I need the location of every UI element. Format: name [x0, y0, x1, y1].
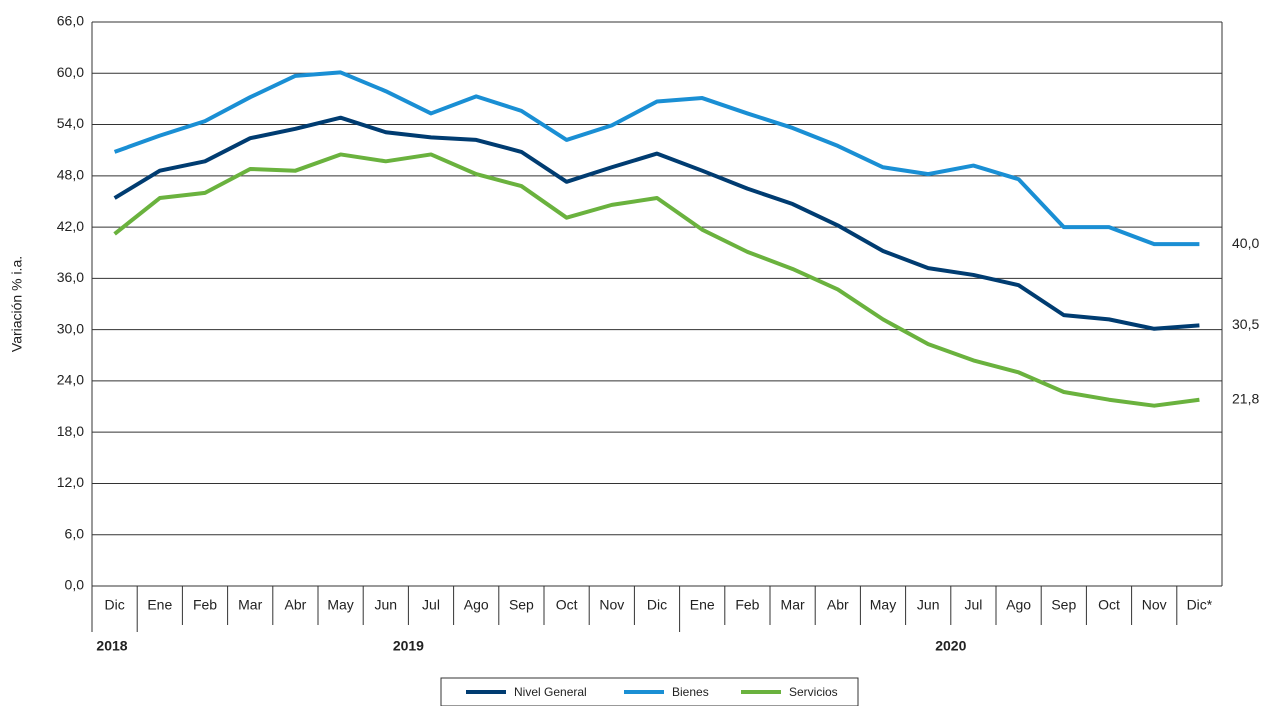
x-tick-label: Jul	[964, 597, 982, 613]
y-tick-label: 12,0	[57, 474, 84, 490]
y-tick-label: 30,0	[57, 320, 84, 336]
y-tick-label: 24,0	[57, 372, 84, 388]
y-tick-label: 48,0	[57, 167, 84, 183]
x-tick-label: May	[327, 597, 353, 613]
y-tick-label: 0,0	[65, 577, 85, 593]
x-tick-label: Dic	[647, 597, 667, 613]
x-tick-label: Mar	[238, 597, 262, 613]
year-label: 2018	[96, 638, 127, 654]
x-tick-label: Jun	[375, 597, 398, 613]
x-tick-label: Dic*	[1187, 597, 1213, 613]
x-tick-label: Abr	[827, 597, 849, 613]
series-line	[113, 70, 1200, 247]
x-tick-label: Ago	[464, 597, 489, 613]
value-label: 30,5	[1232, 316, 1259, 332]
x-tick-label: Sep	[509, 597, 534, 613]
y-tick-label: 18,0	[57, 423, 84, 439]
legend-label: Bienes	[672, 685, 709, 699]
x-tick-label: Nov	[599, 597, 624, 613]
x-tick-label: Jun	[917, 597, 940, 613]
y-tick-label: 60,0	[57, 64, 84, 80]
x-tick-label: Ene	[147, 597, 172, 613]
year-label: 2019	[393, 638, 424, 654]
x-tick-label: Mar	[781, 597, 805, 613]
legend-label: Servicios	[789, 685, 838, 699]
legend-label: Nivel General	[514, 685, 587, 699]
x-tick-label: Abr	[285, 597, 307, 613]
y-tick-label: 66,0	[57, 13, 84, 29]
x-tick-label: Oct	[556, 597, 578, 613]
y-axis-title: Variación % i.a.	[9, 256, 25, 352]
series-line	[113, 115, 1200, 331]
x-tick-label: May	[870, 597, 896, 613]
value-label: 21,8	[1232, 390, 1259, 406]
y-tick-label: 36,0	[57, 269, 84, 285]
x-tick-label: Feb	[735, 597, 759, 613]
y-tick-label: 6,0	[65, 525, 85, 541]
series-line	[113, 152, 1200, 408]
x-tick-label: Feb	[193, 597, 217, 613]
x-tick-label: Nov	[1142, 597, 1167, 613]
value-label: 40,0	[1232, 235, 1259, 251]
x-tick-label: Ago	[1006, 597, 1031, 613]
y-tick-label: 42,0	[57, 218, 84, 234]
y-tick-label: 54,0	[57, 115, 84, 131]
x-tick-label: Jul	[422, 597, 440, 613]
x-tick-label: Sep	[1051, 597, 1076, 613]
year-label: 2020	[935, 638, 966, 654]
x-tick-label: Ene	[690, 597, 715, 613]
x-tick-label: Oct	[1098, 597, 1120, 613]
x-tick-label: Dic	[104, 597, 124, 613]
